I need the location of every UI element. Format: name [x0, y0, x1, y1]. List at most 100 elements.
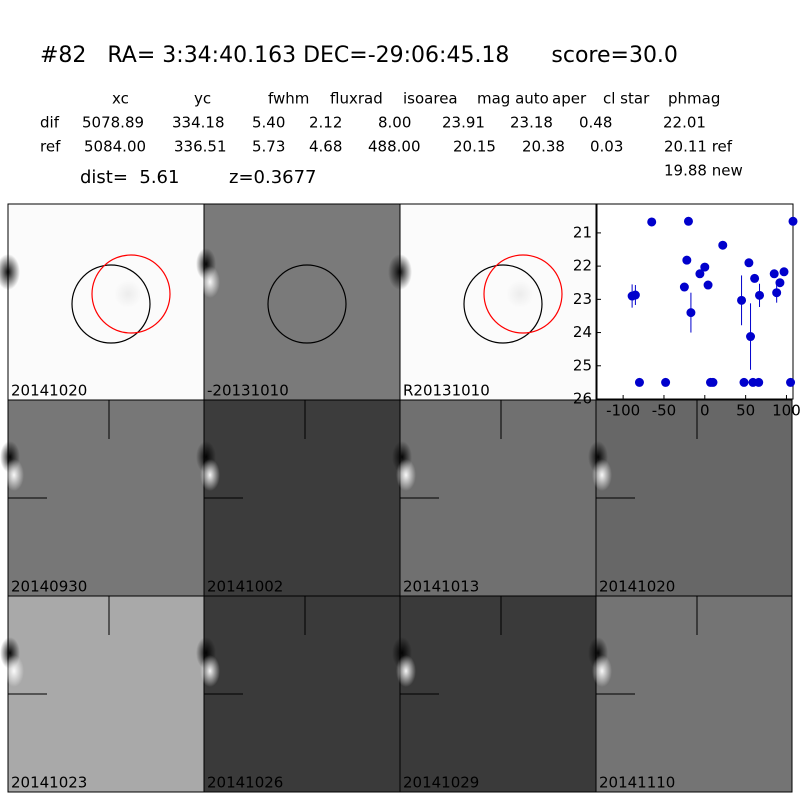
- source-blob: [0, 254, 20, 290]
- image-panel: 20141020: [588, 399, 793, 597]
- data-point: [647, 217, 657, 227]
- table-cell: 5.40: [252, 114, 285, 132]
- table-cell: 5078.89: [82, 114, 144, 132]
- data-point: [750, 273, 760, 283]
- aperture-circle: [483, 254, 563, 334]
- data-point: [772, 288, 782, 298]
- x-tick-label: -50: [652, 402, 677, 420]
- panel-image: [399, 203, 597, 401]
- x-tick-label: 100: [772, 402, 800, 420]
- image-panel: 20141020: [0, 203, 205, 401]
- y-tick-label: 21: [573, 223, 592, 241]
- image-panel: 20141002: [196, 399, 401, 597]
- panel-label: 20141013: [403, 578, 479, 596]
- data-point: [754, 377, 764, 387]
- panel-label: -20131010: [207, 382, 289, 400]
- panel-label: 20140930: [11, 578, 87, 596]
- row-label: ref: [40, 138, 61, 156]
- panel-label: 20141029: [403, 774, 479, 792]
- residual-light: [396, 459, 416, 491]
- column-header: isoarea: [403, 90, 458, 108]
- y-tick-label: 26: [573, 390, 592, 408]
- residual-light: [396, 655, 416, 687]
- data-point: [634, 377, 644, 387]
- panel-label: 20141002: [207, 578, 283, 596]
- aperture-circle: [463, 264, 543, 344]
- image-panel: 20140930: [0, 399, 205, 597]
- data-point: [683, 216, 693, 226]
- table-cell: 4.68: [309, 138, 342, 156]
- data-point: [708, 377, 718, 387]
- data-point: [779, 267, 789, 277]
- column-header: aper: [552, 90, 587, 108]
- panel-image: [7, 399, 205, 597]
- residual-light: [200, 655, 220, 687]
- table-cell: 2.12: [309, 114, 342, 132]
- image-panel: R20131010: [388, 203, 597, 401]
- y-tick-label: 25: [573, 356, 592, 374]
- data-point: [682, 255, 692, 265]
- data-point: [703, 280, 713, 290]
- panel-label: 20141026: [207, 774, 283, 792]
- residual-light: [4, 655, 24, 687]
- column-header: fwhm: [268, 90, 309, 108]
- data-point: [755, 290, 765, 300]
- faint-source: [114, 280, 142, 308]
- chart-frame: [596, 203, 794, 400]
- data-point: [786, 377, 796, 387]
- title: #82 RA= 3:34:40.163 DEC=-29:06:45.18 sco…: [40, 43, 678, 68]
- table-cell: 8.00: [378, 114, 411, 132]
- x-tick-label: 0: [700, 402, 710, 420]
- data-point: [718, 240, 728, 250]
- image-panel: 20141013: [392, 399, 597, 597]
- data-point: [679, 282, 689, 292]
- data-point: [737, 295, 747, 305]
- faint-source: [506, 280, 534, 308]
- table-cell: 488.00: [368, 138, 421, 156]
- panel-image: [203, 203, 401, 401]
- image-panel: 20141110: [588, 595, 793, 793]
- image-panel: 20141029: [392, 595, 597, 793]
- data-point: [775, 278, 785, 288]
- data-point: [695, 269, 705, 279]
- panel-image: [203, 399, 401, 597]
- column-header: fluxrad: [330, 90, 383, 108]
- data-point: [788, 216, 798, 226]
- panel-label: 20141023: [11, 774, 87, 792]
- distance: dist= 5.61: [80, 167, 179, 188]
- panel-label: 20141020: [599, 578, 675, 596]
- aperture-circle: [91, 254, 171, 334]
- data-point: [746, 332, 756, 342]
- panel-label: R20131010: [403, 382, 490, 400]
- column-header: cl star: [603, 90, 650, 108]
- aperture-circle: [71, 264, 151, 344]
- panel-label: 20141020: [11, 382, 87, 400]
- y-tick-label: 22: [573, 257, 592, 275]
- new-mag: 19.88 new: [664, 162, 743, 180]
- residual-light: [592, 459, 612, 491]
- x-tick-label: 50: [736, 402, 755, 420]
- data-point: [661, 377, 671, 387]
- table-cell: 334.18: [172, 114, 225, 132]
- y-tick-label: 23: [573, 290, 592, 308]
- data-point: [739, 377, 749, 387]
- table-cell: 20.11 ref: [664, 138, 733, 156]
- table-cell: 23.18: [510, 114, 553, 132]
- column-header: phmag: [668, 90, 720, 108]
- table-cell: 22.01: [663, 114, 706, 132]
- row-label: dif: [40, 114, 60, 132]
- y-tick-label: 24: [573, 323, 592, 341]
- residual-light: [200, 266, 220, 298]
- panel-label: 20141110: [599, 774, 675, 792]
- table-cell: 20.15: [453, 138, 496, 156]
- table-cell: 20.38: [522, 138, 565, 156]
- data-point: [630, 290, 640, 300]
- residual-light: [592, 655, 612, 687]
- table-cell: 23.91: [442, 114, 485, 132]
- column-header: mag auto: [477, 90, 549, 108]
- image-panel: 20141023: [0, 595, 205, 793]
- image-panel: -20131010: [196, 203, 401, 401]
- data-point: [700, 262, 710, 272]
